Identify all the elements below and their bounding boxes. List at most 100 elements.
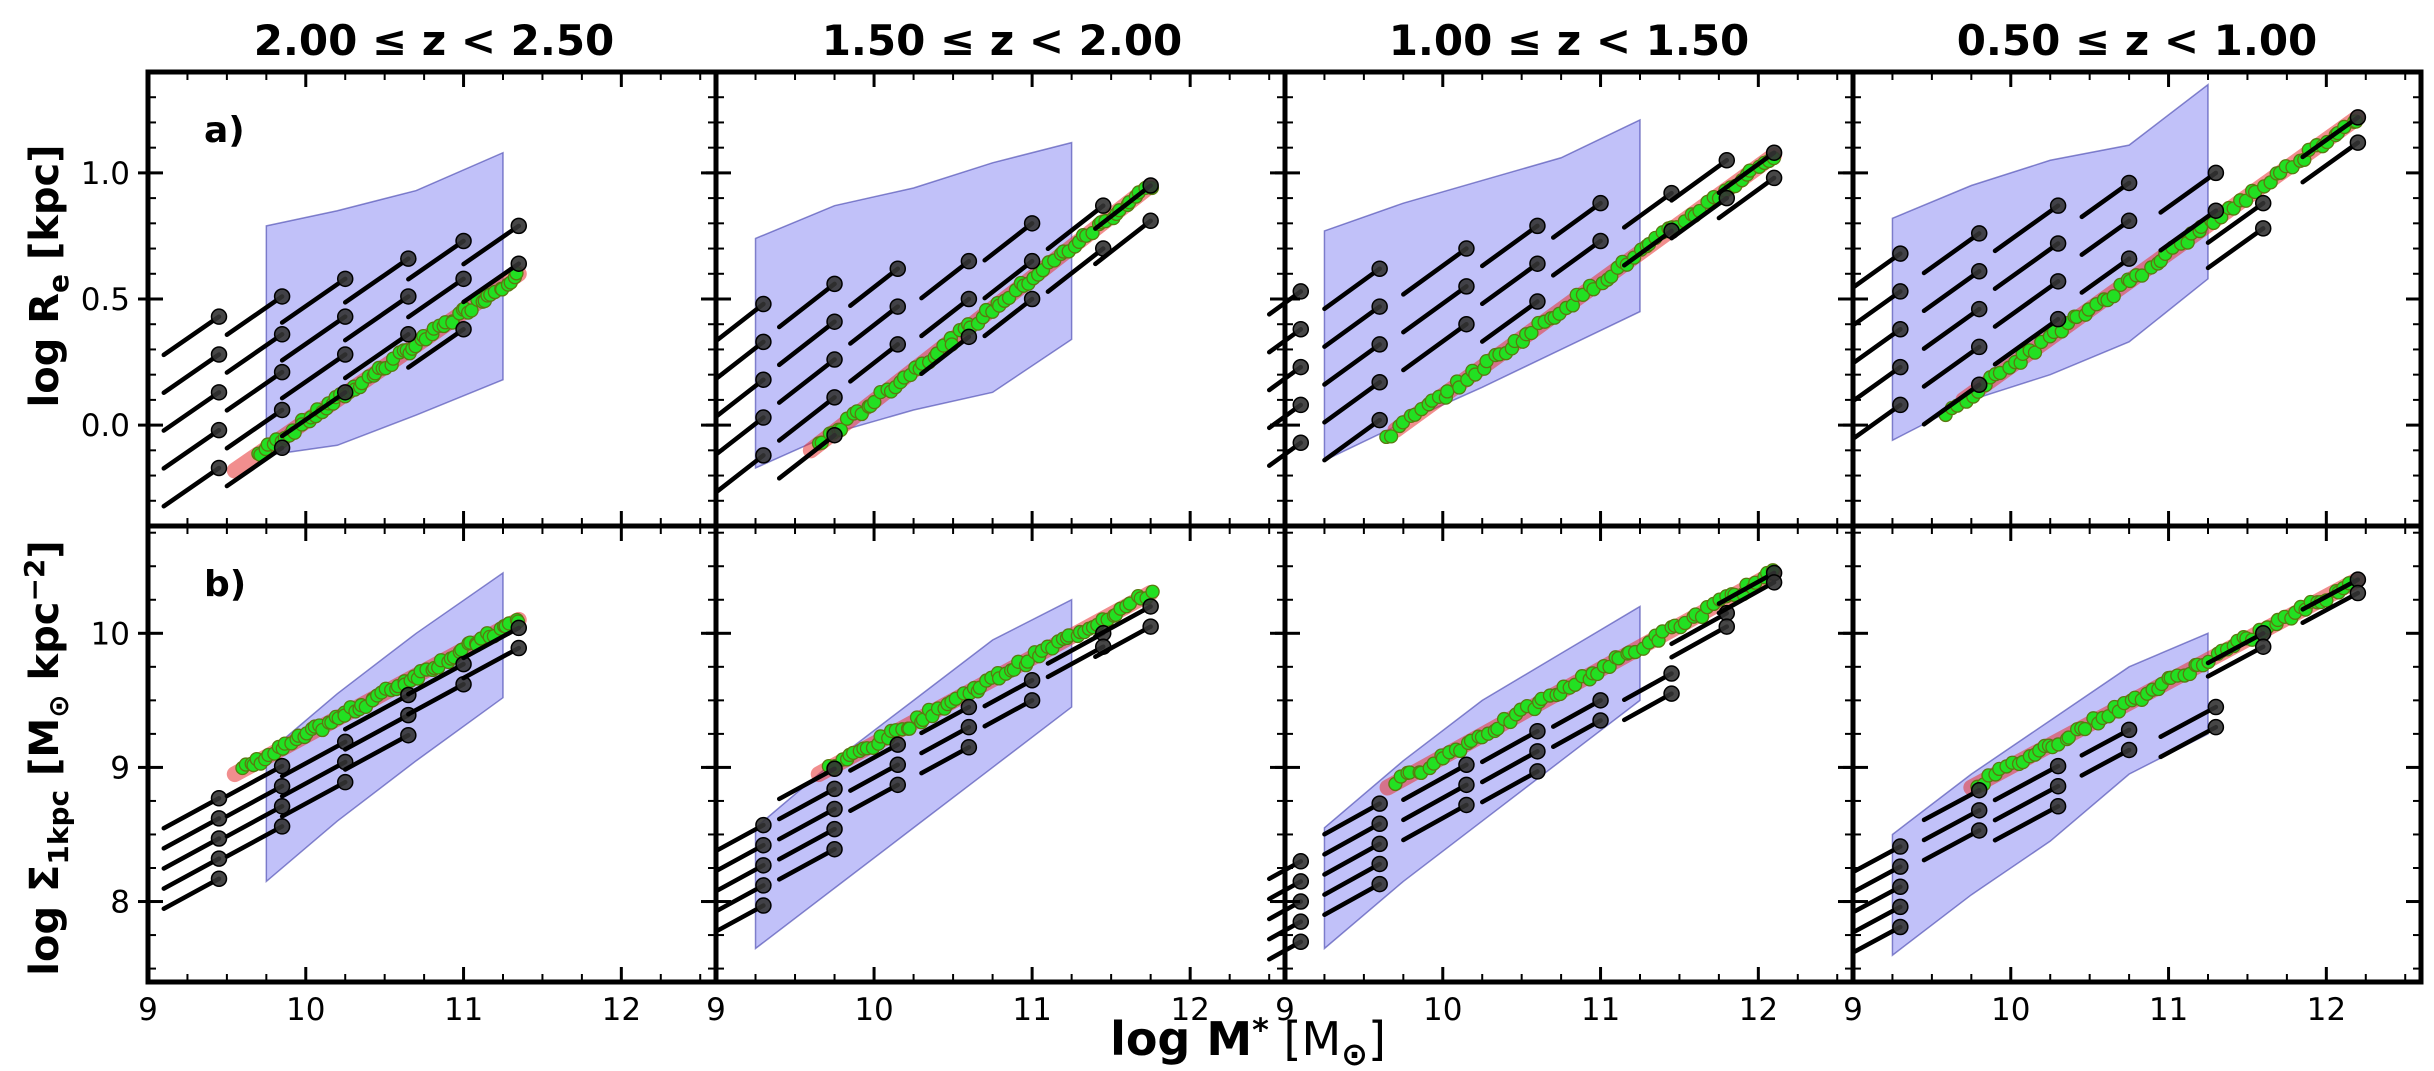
data-point [464,303,479,318]
track-endpoint [273,363,291,381]
track-line [713,301,766,344]
track-endpoint [1458,796,1475,814]
x-tick-label: 9 [706,992,726,1028]
track-line [406,327,466,370]
track-line [1992,783,2061,823]
track-line [161,876,222,911]
track-line [2300,577,2361,612]
track-endpoint [1292,873,1310,890]
track-line [982,296,1035,339]
track-line [982,258,1035,301]
track-line [1045,246,1106,294]
track-line [2205,644,2266,679]
track-endpoint [826,840,843,858]
data-point [2134,268,2150,283]
track-line [1550,200,1603,240]
track-endpoint [889,336,907,353]
track-endpoint [1023,252,1041,270]
track-endpoint [960,290,978,308]
track-endpoint [336,346,354,363]
track-endpoint [1292,396,1310,414]
track-endpoint [1292,933,1310,951]
track-endpoint [273,818,291,835]
column-title-2: 1.50 ≤ z < 2.00 [822,16,1183,65]
track-endpoint [826,426,843,444]
x-tick-label: 11 [444,992,483,1028]
track-endpoint [400,288,417,305]
panel-re-col2 [706,69,1288,529]
data-point [2061,730,2076,745]
track-endpoint [273,777,291,795]
track-line [1716,580,1777,616]
track-line [1621,190,1674,230]
data-point [2077,721,2093,737]
track-line [161,352,222,395]
track-endpoint [755,409,772,426]
track-endpoint [2049,757,2067,775]
track-line [224,294,285,337]
y-label-top-main: log R [22,293,68,408]
track-line [1716,175,1777,221]
track-line [279,314,348,363]
track-line [406,682,466,717]
y-tick-label: 10 [91,616,130,652]
track-endpoint [1892,878,1909,896]
track-line [1921,787,1982,823]
track-line [1992,804,2061,843]
track-line [982,698,1035,729]
track-line [406,661,466,697]
track-endpoint [2120,212,2138,230]
y-tick-label: 0.5 [81,282,130,318]
track-line [279,276,348,325]
track-endpoint [2049,235,2067,252]
track-line [2079,180,2132,220]
x-tick-label: 10 [286,992,325,1028]
track-line [776,786,837,822]
track-endpoint [1458,278,1475,295]
track-endpoint [960,698,978,716]
track-line [713,863,766,894]
track-endpoint [1970,376,1988,394]
track-line [776,846,837,882]
track-line [1401,321,1469,373]
track-endpoint [1663,665,1680,682]
track-endpoint [210,346,228,363]
track-endpoint [1892,245,1909,262]
track-endpoint [1892,396,1909,414]
y-axis-label-top: log Re [kpc] [22,145,75,408]
track-endpoint [2254,220,2272,237]
y-tick-label: 8 [110,885,130,921]
track-line [848,762,901,793]
track-endpoint [336,384,354,401]
track-endpoint [1592,712,1609,729]
track-endpoint [960,739,978,756]
track-line [1921,828,1982,863]
track-endpoint [2120,250,2138,267]
data-point [2027,345,2043,360]
track-line [342,294,411,343]
track-endpoint [510,255,528,272]
track-line [161,465,222,509]
track-endpoint [1458,315,1475,333]
panel-sig-col4: 9 10 11 12 [1843,523,2424,1028]
track-line [848,304,901,346]
y-label-bottom-unit: [M [22,718,68,790]
track-line [461,645,522,681]
track-endpoint [889,260,907,277]
track-line [2079,256,2132,295]
track-endpoint [1718,152,1736,169]
track-line [919,258,972,301]
track-line [1621,691,1674,723]
track-line [1322,342,1382,387]
track-endpoint [889,298,907,315]
x-axis-label-sun: ⊙ [1341,1035,1368,1071]
track-endpoint [510,639,528,657]
track-line [1401,802,1469,843]
track-endpoint [273,288,291,305]
track-endpoint [1371,260,1388,277]
track-line [2300,140,2361,185]
track-endpoint [210,384,228,401]
panel-re-col3 [1266,69,1856,529]
track-line [1479,749,1540,785]
